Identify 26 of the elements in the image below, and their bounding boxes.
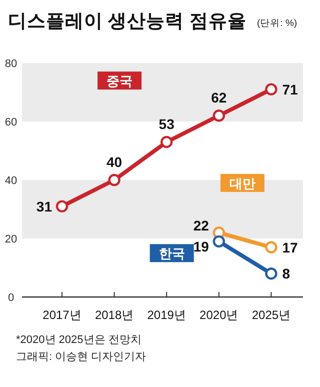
y-tick-label: 60 <box>4 116 18 128</box>
data-label: 40 <box>106 154 122 170</box>
x-tick-label: 2019년 <box>147 308 186 322</box>
data-label: 17 <box>282 239 298 256</box>
text: *2020년 2025년은 전망치 <box>16 334 142 346</box>
data-label: 53 <box>158 116 175 132</box>
data-label: 8 <box>282 266 290 282</box>
y-tick-label: 0 <box>8 292 14 304</box>
data-label: 31 <box>36 198 52 214</box>
y-tick-label: 40 <box>4 175 18 187</box>
text: 대만 <box>229 176 256 191</box>
x-tick-label: 2017년 <box>42 308 82 322</box>
x-tick-label: 2025년 <box>252 308 291 322</box>
y-tick-label: 80 <box>4 58 18 70</box>
y-tick-label: 20 <box>4 234 18 246</box>
x-tick-label: 2020년 <box>200 308 238 322</box>
data-label: 19 <box>193 238 210 254</box>
chart-subtitle: (단위: %) <box>257 18 298 29</box>
text: 한국 <box>158 246 185 262</box>
text: 중국 <box>106 74 133 89</box>
text: 그래픽: 이승현 디자인기자 <box>16 351 146 363</box>
data-label: 71 <box>282 81 298 98</box>
data-label: 22 <box>193 218 210 234</box>
data-label: 62 <box>211 90 227 106</box>
chart-title: 디스플레이 생산능력 점유율 <box>8 10 246 31</box>
x-tick-label: 2018년 <box>94 308 134 322</box>
